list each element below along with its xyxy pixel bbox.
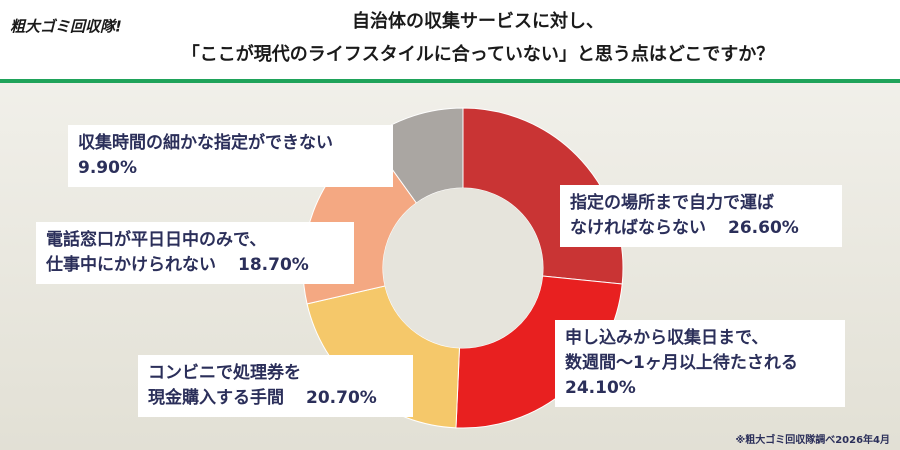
label-box xyxy=(68,125,393,187)
source-note: ※粗大ゴミ回収隊調べ2026年4月 xyxy=(735,433,890,446)
label-box xyxy=(560,185,842,247)
category-text: なければならない xyxy=(570,218,706,238)
category-label: 電話窓口が平日日中のみで、 xyxy=(46,229,266,250)
label-box xyxy=(138,355,413,417)
category-text: コンビニで処理券を xyxy=(148,362,301,383)
category-label: 指定の場所まで自力で運ば xyxy=(570,192,774,213)
category-text: 指定の場所まで自力で運ば xyxy=(570,192,774,213)
category-text: 現金購入する手間 xyxy=(148,387,284,408)
header-rule xyxy=(0,79,900,83)
category-text: 電話窓口が平日日中のみで、 xyxy=(46,229,266,250)
category-text: 申し込みから収集日まで、 xyxy=(565,327,768,348)
category-label: 現金購入する手間 20.70% xyxy=(148,387,377,408)
value-label: 24.10% xyxy=(565,378,636,398)
category-label: なければならない 26.60% xyxy=(570,218,799,238)
logo: 粗大ゴミ回収隊! xyxy=(10,18,122,36)
category-label: 収集時間の細かな指定ができない xyxy=(78,132,333,153)
category-text: 収集時間の細かな指定ができない xyxy=(78,132,333,153)
category-label: 数週間〜1ヶ月以上待たされる xyxy=(565,352,798,373)
category-text: 仕事中にかけられない xyxy=(45,254,216,275)
value-label: 20.70% xyxy=(306,388,377,408)
category-text: 数週間〜1ヶ月以上待たされる xyxy=(565,352,798,373)
chart-title: 「ここが現代のライフスタイルに合っていない」と思う点はどこですか？ xyxy=(182,43,775,65)
category-label: コンビニで処理券を xyxy=(148,362,301,383)
label-box xyxy=(555,320,845,407)
value-label: 9.90% xyxy=(78,158,137,178)
category-label: 仕事中にかけられない 18.70% xyxy=(45,254,309,275)
donut-hole xyxy=(383,188,543,348)
category-label: 申し込みから収集日まで、 xyxy=(565,327,768,348)
value-label: 26.60% xyxy=(728,218,799,238)
value-label: 18.70% xyxy=(238,255,309,275)
label-box xyxy=(36,222,354,284)
header xyxy=(0,0,900,80)
chart-title: 自治体の収集サービスに対し、 xyxy=(352,10,604,32)
